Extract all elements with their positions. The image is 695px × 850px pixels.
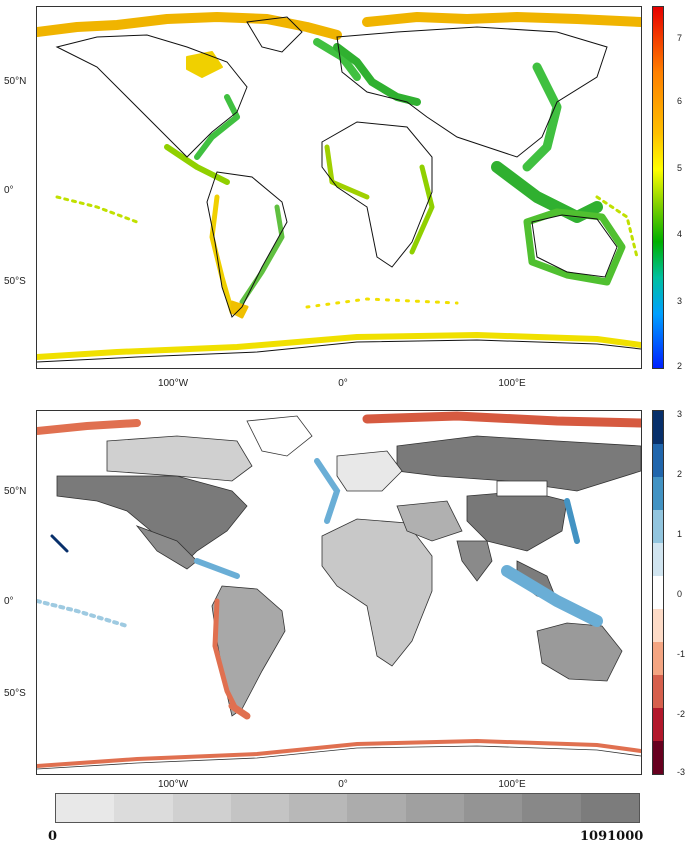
top-lon-label-100e: 100°E — [498, 378, 526, 389]
europe-band — [333, 43, 421, 106]
top-lat-label-50s: 50°S — [4, 276, 26, 287]
africa-fill — [321, 518, 433, 667]
north-america-outline — [55, 34, 248, 158]
bottom-colorbar-tick-0: 0 — [677, 589, 683, 599]
pacific-islands-2 — [595, 195, 639, 259]
canada-fill — [106, 435, 253, 482]
caribbean-band — [164, 144, 230, 185]
bottom-lat-label-50n: 50°N — [4, 486, 27, 497]
west-africa-band — [324, 144, 370, 200]
top-map-svg — [37, 12, 641, 363]
population-colorbar-segment — [347, 794, 406, 822]
top-colorbar-tick-6: 6 — [677, 96, 683, 106]
bottom-lon-label-100w: 100°W — [157, 779, 189, 790]
bottom-colorbar-tick-3: 3 — [677, 409, 683, 419]
bottom-map-svg — [37, 411, 641, 770]
eurasia-outline — [336, 26, 608, 158]
population-colorbar-segment — [405, 794, 465, 822]
bottom-lat-label-0: 0° — [4, 596, 14, 607]
population-colorbar-min: 0 — [48, 829, 58, 844]
population-colorbar-segment — [580, 794, 639, 822]
middle-east-fill — [396, 500, 463, 542]
bottom-colorbar — [652, 410, 664, 775]
population-colorbar-max: 1091000 — [580, 829, 644, 844]
population-colorbar-segment — [172, 794, 231, 822]
east-asia-band — [522, 62, 562, 172]
patagonia-anomaly — [228, 702, 251, 720]
bottom-colorbar-tick-neg2: -2 — [677, 709, 686, 719]
russia-fill — [396, 435, 641, 492]
east-africa-band — [409, 164, 435, 255]
east-asia-anomaly — [564, 498, 580, 544]
antarctic-band — [37, 332, 641, 360]
greenland-fill — [246, 415, 313, 457]
top-colorbar-tick-3: 3 — [677, 296, 683, 306]
atlantic-anomaly — [314, 458, 341, 524]
bottom-colorbar-tick-neg3: -3 — [677, 767, 686, 777]
arctic-canada-band — [37, 12, 342, 40]
hudson-bay — [186, 51, 223, 78]
population-colorbar-segment — [114, 794, 173, 822]
top-colorbar-tick-4: 4 — [677, 229, 683, 239]
population-colorbar-segment — [230, 794, 290, 822]
antarctic-anomaly — [37, 738, 641, 768]
bottom-lat-label-50s: 50°S — [4, 688, 26, 699]
bottom-map-panel[interactable] — [36, 410, 642, 775]
top-lon-label-0: 0° — [338, 378, 348, 389]
bottom-lon-label-0: 0° — [338, 779, 348, 790]
south-america-west-anomaly — [212, 598, 240, 714]
antarctica-outline — [37, 745, 641, 770]
top-lat-label-50n: 50°N — [4, 76, 27, 87]
top-lat-label-0: 0° — [4, 185, 14, 196]
top-colorbar — [652, 6, 664, 369]
mexico-fill — [135, 525, 198, 570]
north-atlantic-band — [313, 38, 361, 81]
population-colorbar-segment — [289, 794, 348, 822]
bottom-colorbar-tick-neg1: -1 — [677, 649, 686, 659]
mongolia-fill — [496, 480, 548, 497]
top-colorbar-tick-5: 5 — [677, 163, 683, 173]
bottom-colorbar-tick-2: 2 — [677, 469, 683, 479]
caribbean-anomaly — [194, 558, 240, 579]
bottom-lon-label-100e: 100°E — [498, 779, 526, 790]
top-colorbar-tick-2: 2 — [677, 361, 683, 371]
arctic-russia-band — [362, 12, 641, 27]
arctic-anomaly-west — [37, 419, 141, 435]
south-america-east — [239, 204, 285, 305]
top-lon-label-100w: 100°W — [157, 378, 189, 389]
us-east-band — [194, 94, 240, 160]
europe-fill — [336, 450, 403, 492]
top-map-panel[interactable] — [36, 6, 642, 369]
australia-outline — [531, 214, 618, 278]
greenland-outline — [246, 16, 303, 53]
australia-fill — [536, 622, 623, 682]
africa-outline — [321, 121, 433, 268]
population-colorbar-segment — [464, 794, 523, 822]
usa-fill — [56, 475, 248, 562]
pacific-islands — [55, 195, 139, 224]
top-colorbar-tick-7: 7 — [677, 33, 683, 43]
bottom-colorbar-tick-1: 1 — [677, 529, 683, 539]
arctic-anomaly-east — [362, 411, 641, 428]
antarctica-outline — [37, 339, 641, 363]
population-colorbar — [55, 793, 640, 823]
india-fill — [456, 540, 493, 582]
population-colorbar-segment — [522, 794, 581, 822]
pacific-anomaly — [37, 599, 129, 628]
south-america-fill — [211, 585, 286, 717]
se-asia-anomaly — [501, 565, 603, 627]
population-colorbar-segment — [56, 794, 115, 822]
southern-islands — [305, 297, 459, 309]
australia-band — [523, 208, 626, 286]
hawaii-anomaly — [50, 534, 69, 553]
south-america-west — [209, 194, 235, 315]
south-america-outline — [206, 171, 288, 318]
se-asia-band — [491, 161, 603, 223]
